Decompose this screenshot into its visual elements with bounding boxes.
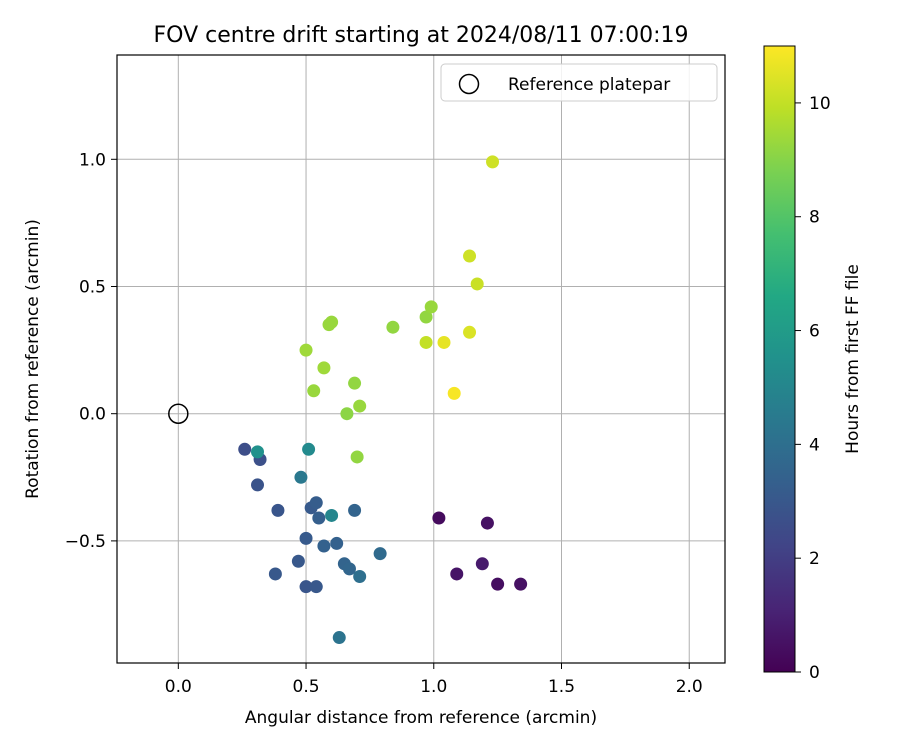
data-point	[475, 557, 489, 571]
legend-label: Reference platepar	[508, 75, 670, 95]
data-point	[294, 470, 308, 484]
data-point	[348, 503, 362, 517]
y-tick-label: −0.5	[65, 532, 106, 552]
data-point	[342, 562, 356, 576]
colorbar-tick-label: 0	[809, 663, 820, 683]
data-point	[463, 325, 477, 339]
data-point	[437, 335, 451, 349]
data-point	[330, 536, 344, 550]
data-point	[470, 277, 484, 291]
data-point	[307, 384, 321, 398]
data-point	[386, 320, 400, 334]
plot-area	[117, 55, 725, 663]
data-point	[353, 399, 367, 413]
x-axis-label: Angular distance from reference (arcmin)	[245, 708, 597, 728]
data-point	[302, 442, 316, 456]
x-tick-label: 2.0	[676, 677, 703, 697]
data-point	[419, 310, 433, 324]
legend: Reference platepar	[440, 63, 718, 102]
colorbar: 0 2 4 6 8 10 Hours from first FF file	[763, 45, 863, 683]
colorbar-tick-label: 6	[809, 322, 820, 342]
data-point	[447, 386, 461, 400]
data-point	[373, 547, 387, 561]
colorbar-tick-label: 2	[809, 549, 820, 569]
data-point	[350, 450, 364, 464]
colorbar-tick-label: 10	[809, 94, 831, 114]
data-point	[480, 516, 494, 530]
y-axis-label: Rotation from reference (arcmin)	[23, 219, 43, 499]
legend-reference-marker	[458, 73, 480, 95]
data-point	[309, 496, 323, 510]
plot-frame	[116, 54, 726, 664]
x-tick-label: 0.5	[293, 677, 320, 697]
x-axis-ticks: 0.0 0.5 1.0 1.5 2.0	[165, 663, 703, 697]
data-point	[514, 577, 528, 591]
x-tick-label: 1.5	[548, 677, 575, 697]
y-tick-label: 0.5	[79, 277, 106, 297]
data-point	[299, 343, 313, 357]
data-point	[291, 554, 305, 568]
data-point	[348, 376, 362, 390]
reference-platepar-marker	[168, 403, 189, 424]
data-point	[419, 335, 433, 349]
data-point	[268, 567, 282, 581]
y-tick-label: 1.0	[79, 150, 106, 170]
colorbar-gradient	[763, 45, 796, 673]
data-point	[463, 249, 477, 263]
x-tick-label: 0.0	[165, 677, 192, 697]
colorbar-tick-label: 8	[809, 208, 820, 228]
data-point	[332, 631, 346, 645]
data-point	[486, 155, 500, 169]
y-tick-label: 0.0	[79, 405, 106, 425]
legend-box	[440, 63, 718, 102]
colorbar-ticks: 0 2 4 6 8 10	[795, 94, 831, 683]
data-point	[309, 580, 323, 594]
data-point	[312, 511, 326, 525]
colorbar-label: Hours from first FF file	[843, 264, 863, 454]
data-point	[299, 531, 313, 545]
grid	[117, 55, 725, 663]
data-point	[432, 511, 446, 525]
data-point	[299, 580, 313, 594]
chart-title: FOV centre drift starting at 2024/08/11 …	[154, 23, 689, 48]
data-point	[424, 300, 438, 314]
data-point	[325, 508, 339, 522]
data-point	[251, 445, 265, 459]
data-point	[251, 478, 265, 492]
y-axis-ticks: −0.5 0.0 0.5 1.0	[65, 150, 117, 552]
data-points	[238, 155, 528, 645]
colorbar-tick-label: 4	[809, 435, 820, 455]
data-point	[325, 315, 339, 329]
data-point	[491, 577, 505, 591]
data-point	[450, 567, 464, 581]
data-point	[353, 570, 367, 584]
data-point	[238, 442, 252, 456]
x-tick-label: 1.0	[420, 677, 447, 697]
data-point	[317, 539, 331, 553]
data-point	[271, 503, 285, 517]
data-point	[317, 361, 331, 375]
data-point	[340, 407, 354, 421]
